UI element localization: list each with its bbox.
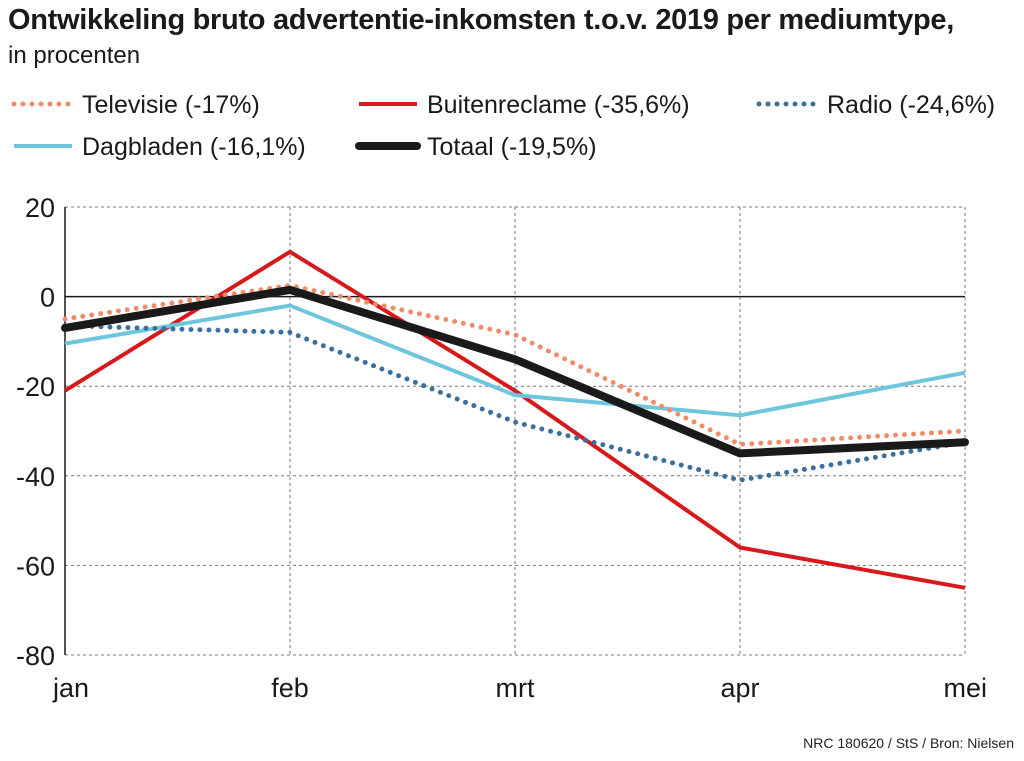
- y-tick-label: -80: [16, 641, 55, 671]
- y-tick-label: 20: [25, 193, 55, 223]
- series-line-televisie-17: [62, 282, 968, 447]
- legend-item-dagbladen-16-1: Dagbladen (-16,1%): [14, 133, 306, 161]
- legend-item-televisie-17: Televisie (-17%): [11, 91, 260, 119]
- x-axis: jan feb mrt apr mei: [52, 673, 987, 703]
- legend-item-totaal-19-5: Totaal (-19,5%): [355, 133, 597, 161]
- chart-subtitle: in procenten: [8, 42, 141, 69]
- legend-label: Televisie (-17%): [82, 91, 260, 119]
- x-tick-label: mei: [943, 673, 987, 703]
- legend-label: Radio (-24,6%): [827, 91, 995, 119]
- y-axis: 20 0 -20 -40 -60 -80: [16, 193, 55, 671]
- legend-label: Totaal (-19,5%): [427, 133, 597, 161]
- series-line-radio-24-6: [62, 323, 968, 483]
- y-tick-label: 0: [40, 283, 55, 313]
- y-tick-label: -40: [16, 462, 55, 492]
- legend-label: Dagbladen (-16,1%): [82, 133, 306, 161]
- series-line-dagbladen-16-1: [64, 303, 966, 418]
- chart-title: Ontwikkeling bruto advertentie-inkomsten…: [8, 4, 954, 36]
- x-tick-label: feb: [271, 673, 309, 703]
- legend-item-radio-24-6: Radio (-24,6%): [756, 91, 995, 119]
- source-credit: NRC 180620 / StS / Bron: Nielsen: [803, 735, 1014, 751]
- grid: [64, 206, 966, 656]
- legend-label: Buitenreclame (-35,6%): [427, 91, 690, 119]
- x-tick-label: jan: [52, 673, 89, 703]
- legend: Televisie (-17%) Buitenreclame (-35,6%) Ra…: [11, 91, 995, 161]
- y-tick-label: -60: [16, 551, 55, 581]
- legend-item-buitenreclame-35-6: Buitenreclame (-35,6%): [359, 91, 690, 119]
- plot-lines: [61, 249, 969, 590]
- x-tick-label: apr: [720, 673, 759, 703]
- x-tick-label: mrt: [496, 673, 535, 703]
- y-tick-label: -20: [16, 372, 55, 402]
- series-line-totaal-19-5: [61, 285, 969, 458]
